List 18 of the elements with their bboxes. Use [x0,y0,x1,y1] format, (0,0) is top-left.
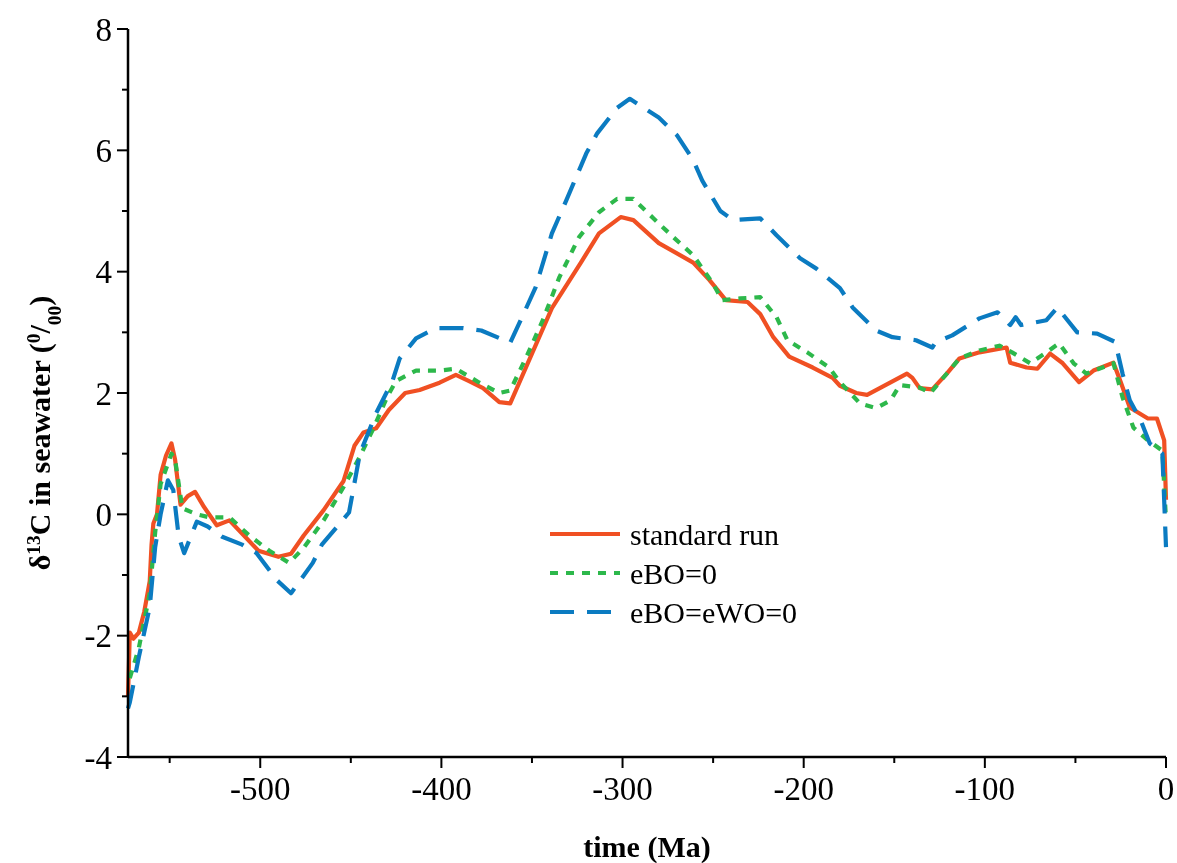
y-tick-label: 8 [95,11,112,48]
y-tick-label: 0 [95,496,112,533]
y-tick-label: 6 [95,132,112,169]
line-series [125,96,1169,711]
x-tick-label: -100 [954,771,1016,807]
x-tick-label: -200 [773,771,834,807]
y-tick-label: 2 [95,375,112,412]
legend-label: eBO=0 [630,556,717,590]
legend-label: eBO=eWO=0 [630,595,798,629]
x-tick-label: -500 [229,771,291,807]
x-tick-label: -400 [411,771,472,807]
x-tick-label: 0 [1157,771,1175,807]
x-axis-title: time (Ma) [583,830,711,863]
y-tick-label: 4 [95,254,112,291]
y-tick-label: -4 [84,739,112,776]
legend-label: standard run [630,517,780,551]
y-tick-label: -2 [84,618,112,655]
x-tick-label: -300 [592,771,653,807]
